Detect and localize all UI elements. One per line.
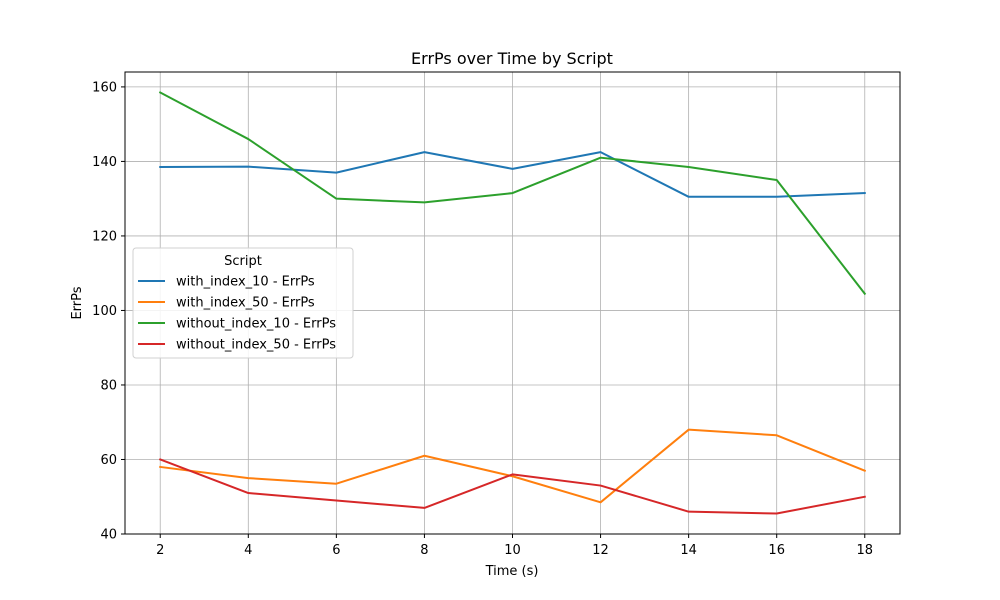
series-line-1 bbox=[159, 151, 866, 198]
legend-label-2: with_index_50 - ErrPs bbox=[176, 296, 315, 311]
x-tick-label: 12 bbox=[592, 543, 609, 558]
x-tick-label: 14 bbox=[680, 543, 697, 558]
x-tick-label: 10 bbox=[504, 543, 521, 558]
y-tick-label: 100 bbox=[92, 304, 117, 319]
y-tick-label: 80 bbox=[100, 378, 117, 393]
legend-label-3: without_index_10 - ErrPs bbox=[176, 317, 336, 332]
x-tick-label: 18 bbox=[856, 543, 873, 558]
y-tick-label: 160 bbox=[92, 80, 117, 95]
y-tick-label: 60 bbox=[100, 453, 117, 468]
legend-label-1: with_index_10 - ErrPs bbox=[176, 275, 315, 290]
legend-title: Script bbox=[224, 254, 262, 269]
legend-label-4: without_index_50 - ErrPs bbox=[176, 338, 336, 353]
y-tick-label: 40 bbox=[100, 528, 117, 543]
chart-title: ErrPs over Time by Script bbox=[411, 49, 613, 68]
series-line-3 bbox=[158, 91, 867, 296]
x-tick-label: 16 bbox=[768, 543, 785, 558]
x-tick-label: 2 bbox=[156, 543, 164, 558]
series-line-2 bbox=[159, 428, 867, 504]
y-tick-label: 120 bbox=[92, 229, 117, 244]
series-line-4 bbox=[158, 458, 866, 515]
series-layer bbox=[158, 91, 867, 515]
axes-layer: 2 4 6 8 10 12 14 16 18 40 60 80 100 120 140 160 bbox=[92, 71, 901, 558]
x-tick-label: 8 bbox=[420, 543, 428, 558]
legend: Script with_index_10 - ErrPs with_index_50… bbox=[132, 247, 354, 359]
x-axis-label: Time (s) bbox=[485, 564, 539, 579]
legend-box bbox=[132, 247, 354, 359]
x-tick-label: 6 bbox=[332, 543, 340, 558]
y-axis-label: ErrPs bbox=[70, 286, 85, 319]
x-tick-label: 4 bbox=[244, 543, 252, 558]
y-tick-label: 140 bbox=[92, 155, 117, 170]
